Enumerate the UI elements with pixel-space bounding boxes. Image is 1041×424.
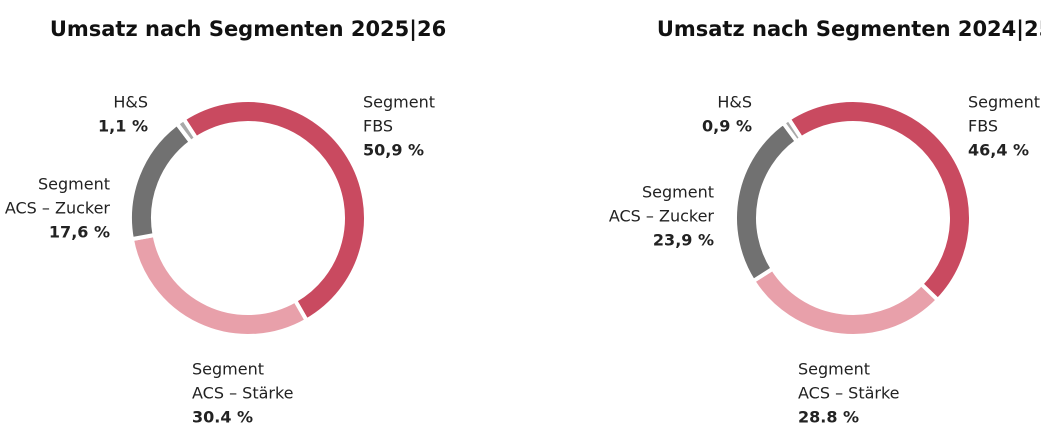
value-label: 0,9 % [702,117,752,136]
chart-title: Umsatz nach Segmenten 2024|25 [657,17,1041,42]
donut-segment [128,120,194,242]
donut-segment [129,232,310,338]
segment-label: Segment [798,360,870,379]
segment-label: H&S [113,93,148,112]
segment-label: Segment [642,183,714,202]
segment-label: Segment [192,360,264,379]
segment-label: FBS [968,117,998,136]
segment-label: Segment [968,93,1040,112]
donut-segment [733,120,800,284]
segment-label: FBS [363,117,393,136]
donut-segment [180,98,368,324]
segment-label: Segment [38,175,110,194]
value-label: 1,1 % [98,117,148,136]
donut-segment [174,116,200,145]
donut-segment [780,116,805,145]
value-label: 17,6 % [49,223,110,242]
chart-title: Umsatz nach Segmenten 2025|26 [50,17,446,42]
value-label: 23,9 % [653,231,714,250]
segment-label: ACS – Zucker [609,207,715,226]
value-label: 28.8 % [798,408,859,424]
segment-label: ACS – Stärke [798,384,900,403]
value-label: 46,4 % [968,141,1029,160]
value-label: 30.4 % [192,408,253,424]
segment-label: Segment [363,93,435,112]
segment-label: ACS – Stärke [192,384,294,403]
value-label: 50,9 % [363,141,424,160]
segment-label: ACS – Zucker [5,199,111,218]
donut-segment [785,98,973,303]
donut-segment [750,265,941,338]
segment-label: H&S [717,93,752,112]
